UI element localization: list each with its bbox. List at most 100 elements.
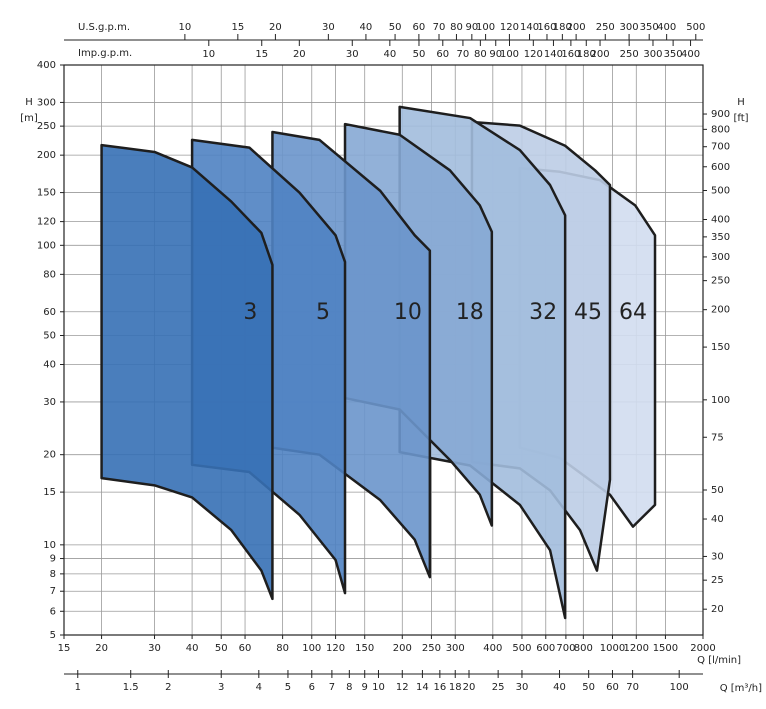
x2-tick-label: 20 (463, 682, 476, 693)
x2-tick-label: 100 (670, 682, 689, 693)
x-tick-label: 15 (58, 643, 71, 654)
x2-tick-label: 50 (582, 682, 595, 693)
x4-tick-label: 40 (383, 49, 396, 60)
y2-label-unit: [ft] (733, 113, 748, 124)
series-label: 64 (619, 300, 647, 325)
y2-tick-label: 900 (711, 109, 730, 120)
y-tick-label: 200 (37, 150, 56, 161)
y2-tick-label: 100 (711, 395, 730, 406)
y2-tick-label: 200 (711, 305, 730, 316)
x-tick-label: 1200 (624, 643, 649, 654)
x2-tick-label: 30 (516, 682, 529, 693)
x3-tick-label: 60 (413, 22, 426, 33)
y2-tick-label: 25 (711, 575, 724, 586)
x-tick-label: 120 (326, 643, 345, 654)
x4-tick-label: 180 (577, 49, 596, 60)
x3-tick-label: 80 (450, 22, 463, 33)
y-tick-label: 60 (43, 307, 56, 318)
x3-tick-label: 500 (686, 22, 705, 33)
y-tick-label: 10 (43, 540, 56, 551)
x3-tick-label: 160 (537, 22, 556, 33)
x-label: Q [l/min] (697, 655, 741, 666)
x-tick-label: 1500 (653, 643, 678, 654)
y2-tick-label: 400 (711, 215, 730, 226)
y2-label: H (737, 97, 745, 108)
x-tick-label: 30 (148, 643, 161, 654)
x3-tick-label: 100 (476, 22, 495, 33)
y-tick-label: 30 (43, 397, 56, 408)
x2-tick-label: 7 (329, 682, 335, 693)
y-tick-label: 50 (43, 330, 56, 341)
x2-label: Q [m³/h] (720, 683, 762, 694)
x4-tick-label: 20 (293, 49, 306, 60)
x3-tick-label: 120 (500, 22, 519, 33)
x-tick-label: 200 (393, 643, 412, 654)
x3-tick-label: 90 (465, 22, 478, 33)
y-tick-label: 150 (37, 188, 56, 199)
x3-tick-label: 180 (553, 22, 572, 33)
y2-tick-label: 300 (711, 252, 730, 263)
x-tick-label: 2000 (690, 643, 715, 654)
x3-tick-label: 200 (567, 22, 586, 33)
x4-tick-label: 250 (620, 49, 639, 60)
y2-tick-label: 40 (711, 514, 724, 525)
y-tick-label: 250 (37, 121, 56, 132)
x4-tick-label: 100 (500, 49, 519, 60)
x4-tick-label: 350 (664, 49, 683, 60)
x3-tick-label: 70 (433, 22, 446, 33)
y-tick-label: 6 (50, 606, 56, 617)
x2-tick-label: 5 (285, 682, 291, 693)
y2-tick-label: 700 (711, 142, 730, 153)
x3-label: U.S.g.p.m. (78, 22, 130, 33)
x4-tick-label: 200 (590, 49, 609, 60)
y-tick-label: 20 (43, 450, 56, 461)
x-tick-label: 800 (574, 643, 593, 654)
series-label: 5 (316, 300, 330, 325)
x2-tick-label: 8 (346, 682, 352, 693)
y2-tick-label: 30 (711, 551, 724, 562)
x4-tick-label: 50 (413, 49, 426, 60)
x4-label: Imp.g.p.m. (78, 48, 132, 59)
x3-tick-label: 300 (620, 22, 639, 33)
x4-tick-label: 60 (436, 49, 449, 60)
x3-tick-label: 400 (657, 22, 676, 33)
x3-tick-label: 20 (269, 22, 282, 33)
y-tick-label: 120 (37, 217, 56, 228)
x3-tick-label: 30 (322, 22, 335, 33)
x3-tick-label: 350 (640, 22, 659, 33)
x-tick-label: 100 (302, 643, 321, 654)
x4-tick-label: 80 (474, 49, 487, 60)
x2-tick-label: 40 (553, 682, 566, 693)
x2-tick-label: 25 (492, 682, 505, 693)
x2-tick-label: 6 (309, 682, 315, 693)
y2-tick-label: 20 (711, 604, 724, 615)
series-label: 10 (394, 300, 422, 325)
x-tick-label: 700 (556, 643, 575, 654)
x-tick-label: 60 (239, 643, 252, 654)
y-tick-label: 100 (37, 240, 56, 251)
x2-tick-label: 4 (256, 682, 262, 693)
x4-tick-label: 90 (489, 49, 502, 60)
y-tick-label: 9 (50, 554, 56, 565)
x4-tick-label: 400 (681, 49, 700, 60)
y-tick-label: 8 (50, 569, 56, 580)
y-tick-label: 7 (50, 586, 56, 597)
series-label: 45 (574, 300, 602, 325)
x2-tick-label: 9 (362, 682, 368, 693)
x-tick-label: 500 (512, 643, 531, 654)
x-tick-label: 1000 (600, 643, 625, 654)
x3-tick-label: 10 (179, 22, 192, 33)
y2-tick-label: 250 (711, 276, 730, 287)
x2-tick-label: 3 (218, 682, 224, 693)
y-tick-label: 400 (37, 60, 56, 71)
x4-tick-label: 300 (643, 49, 662, 60)
x-tick-label: 600 (536, 643, 555, 654)
x2-tick-label: 16 (433, 682, 446, 693)
y-tick-label: 5 (50, 630, 56, 641)
x-tick-label: 20 (95, 643, 108, 654)
y2-tick-label: 350 (711, 232, 730, 243)
x3-tick-label: 50 (389, 22, 402, 33)
y2-tick-label: 600 (711, 162, 730, 173)
x2-tick-label: 10 (372, 682, 385, 693)
y-tick-label: 300 (37, 97, 56, 108)
